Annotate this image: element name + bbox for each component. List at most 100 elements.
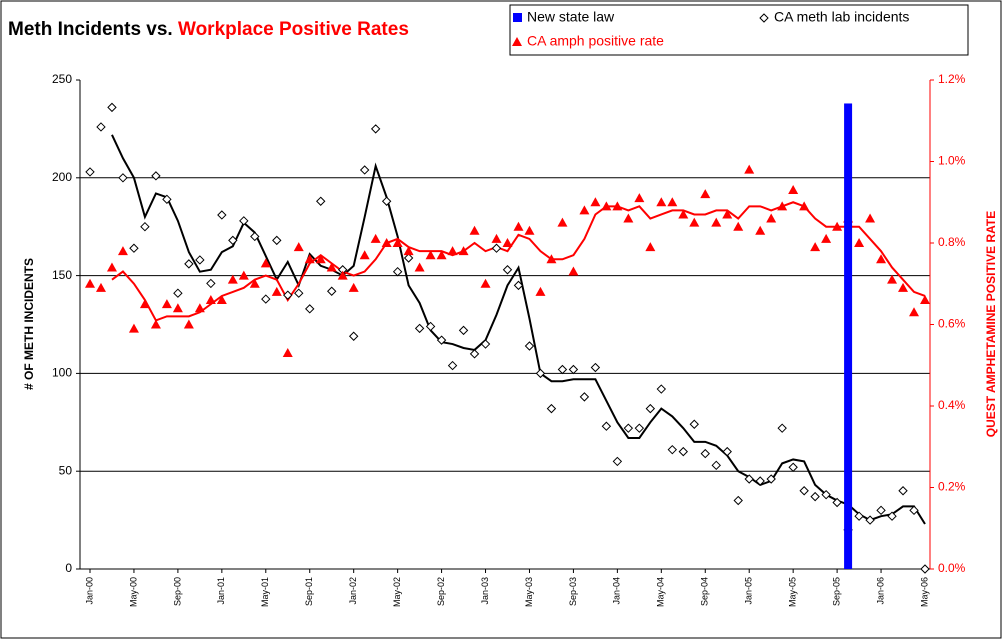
diamond-marker <box>590 362 601 373</box>
diamond-marker <box>920 564 930 574</box>
diamond-marker <box>294 288 304 298</box>
diamond-marker <box>425 321 436 332</box>
triangle-marker <box>491 233 502 243</box>
diamond-marker <box>305 304 315 314</box>
diamond-marker <box>162 194 172 205</box>
triangle-marker <box>623 213 634 223</box>
x-tick-label: May-02 <box>392 577 402 607</box>
diamond-marker <box>327 286 337 296</box>
triangle-marker <box>810 242 821 252</box>
triangle-marker <box>337 270 348 280</box>
diamond-marker <box>678 446 688 457</box>
diamond-marker <box>645 403 656 414</box>
x-tick-label: Jan-01 <box>216 577 226 605</box>
y-tick-label: 100 <box>52 366 72 380</box>
triangle-marker <box>194 303 205 313</box>
diamond-marker <box>261 294 271 304</box>
triangle-marker <box>95 282 106 292</box>
triangle-marker <box>348 282 359 292</box>
diamond-marker <box>667 444 678 455</box>
diamond-marker <box>348 331 359 341</box>
diamond-marker <box>656 384 667 394</box>
diamond-marker <box>799 486 809 496</box>
triangle-marker <box>117 246 128 256</box>
diamond-marker <box>151 171 161 181</box>
triangle-marker <box>326 262 337 272</box>
x-tick-label: Sep-01 <box>304 577 314 606</box>
diamond-marker <box>206 278 216 289</box>
diamond-marker <box>316 196 326 206</box>
diamond-marker <box>711 460 721 471</box>
triangle-marker <box>403 246 414 256</box>
diamond-marker <box>436 335 447 345</box>
triangle-marker <box>755 225 766 235</box>
diamond-marker <box>381 196 392 206</box>
triangle-marker <box>304 254 315 264</box>
x-tick-label: May-03 <box>524 577 534 607</box>
triangle-marker <box>513 221 524 231</box>
x-tick-label: Jan-05 <box>744 577 754 605</box>
legend-label: CA meth lab incidents <box>774 9 909 25</box>
x-tick-label: Jan-02 <box>348 577 358 605</box>
diamond-marker <box>502 265 513 275</box>
diamond-marker <box>777 423 787 433</box>
y2-tick-label: 0.4% <box>938 398 966 412</box>
triangle-marker <box>392 238 403 247</box>
triangle-marker <box>744 164 755 174</box>
triangle-marker <box>634 193 645 203</box>
diamond-marker <box>392 266 403 277</box>
triangle-marker <box>579 205 590 215</box>
x-tick-label: Jan-00 <box>84 577 94 605</box>
triangle-marker <box>898 282 909 292</box>
triangle-marker <box>458 246 469 256</box>
triangle-marker <box>447 246 458 256</box>
legend-label: New state law <box>527 9 615 25</box>
triangle-marker <box>227 274 238 284</box>
x-tick-label: Sep-03 <box>568 577 578 606</box>
y2-tick-label: 0.0% <box>938 561 966 575</box>
y2-tick-label: 1.2% <box>938 72 966 86</box>
triangle-marker <box>557 217 568 227</box>
diamond-marker <box>557 364 568 375</box>
triangle-marker <box>909 307 920 317</box>
triangle-marker <box>524 225 535 235</box>
triangle-marker <box>150 319 161 329</box>
triangle-marker <box>920 295 930 305</box>
x-tick-label: May-05 <box>788 577 798 607</box>
y2-tick-label: 0.6% <box>938 317 966 331</box>
triangle-marker <box>612 201 623 211</box>
diamond-marker <box>766 474 776 484</box>
triangle-marker <box>139 299 150 309</box>
y2-tick-label: 0.2% <box>938 480 966 494</box>
diamond-marker <box>733 495 743 506</box>
diamond-marker <box>85 167 95 177</box>
chart-title: Meth Incidents vs. Workplace Positive Ra… <box>8 19 409 40</box>
diamond-marker <box>887 511 897 521</box>
diamond-marker <box>821 489 831 500</box>
diamond-marker <box>250 231 260 242</box>
triangle-marker <box>260 258 271 268</box>
title-highlight: Workplace Positive Rates <box>178 19 409 40</box>
diamond-marker <box>447 360 458 371</box>
y2-tick-label: 1.0% <box>938 154 966 168</box>
triangle-marker <box>414 262 425 272</box>
diamond-marker <box>414 323 425 334</box>
y-tick-label: 200 <box>52 170 72 184</box>
triangle-marker <box>821 233 832 243</box>
triangle-marker <box>425 250 436 260</box>
diamond-marker <box>579 392 590 402</box>
diamond-marker <box>568 364 579 375</box>
triangle-marker <box>502 238 513 247</box>
x-tick-label: Sep-00 <box>172 577 182 606</box>
triangle-marker <box>722 209 733 219</box>
x-tick-label: Jan-04 <box>612 577 622 605</box>
triangle-marker <box>469 225 480 235</box>
diamond-marker <box>118 173 128 183</box>
triangle-marker <box>271 286 282 296</box>
triangle-marker <box>678 209 689 219</box>
diamond-marker <box>755 476 765 486</box>
diamond-marker <box>96 122 106 132</box>
y-tick-label: 0 <box>65 561 72 575</box>
diamond-marker <box>832 497 842 508</box>
